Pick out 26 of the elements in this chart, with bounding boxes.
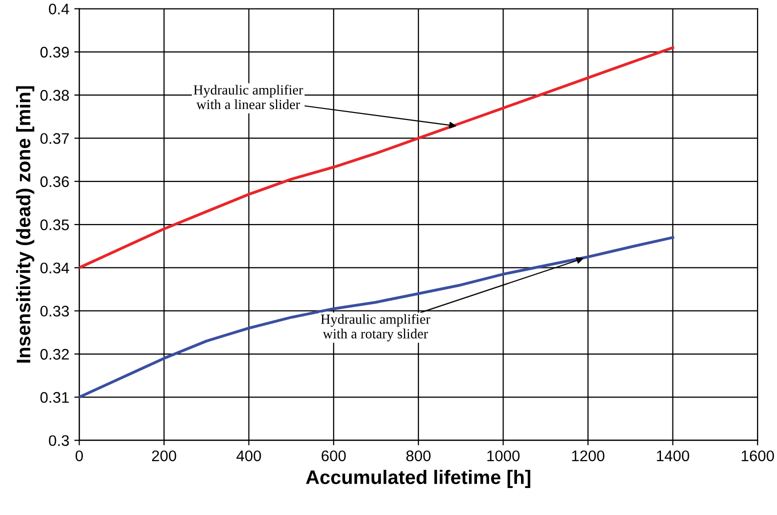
x-tick-label: 800 <box>406 450 431 462</box>
annotation: Hydraulic amplifier with a linear slider <box>194 84 304 110</box>
x-axis-title: Accumulated lifetime [h] <box>306 470 530 488</box>
y-axis-title: Insensitivity (dead) zone [min] <box>16 86 34 363</box>
x-tick-label: 1400 <box>656 450 690 462</box>
x-tick-label: 1600 <box>742 450 774 462</box>
x-tick-label: 600 <box>322 450 346 462</box>
y-tick-label: 0.37 <box>40 133 69 144</box>
x-tick-label: 1000 <box>487 450 520 462</box>
x-tick-label: 0 <box>76 450 83 462</box>
y-tick-label: 0.34 <box>40 262 70 274</box>
y-tick-label: 0.36 <box>40 176 69 188</box>
x-tick-label: 200 <box>152 450 176 462</box>
y-tick-label: 0.35 <box>40 219 69 230</box>
line-series <box>79 46 674 270</box>
x-tick-label: 400 <box>236 450 261 462</box>
y-tick-label: 0.38 <box>40 90 69 101</box>
annotation: Hydraulic amplifier with a rotary slider <box>320 314 430 342</box>
y-tick-label: 0.33 <box>40 306 69 317</box>
y-tick-label: 0.4 <box>48 4 70 14</box>
y-tick-label: 0.32 <box>40 348 69 360</box>
x-tick-label: 1200 <box>572 450 604 462</box>
y-tick-label: 0.3 <box>48 435 69 446</box>
line-series <box>79 236 674 399</box>
y-tick-label: 0.31 <box>40 392 69 403</box>
y-tick-label: 0.39 <box>40 46 69 58</box>
